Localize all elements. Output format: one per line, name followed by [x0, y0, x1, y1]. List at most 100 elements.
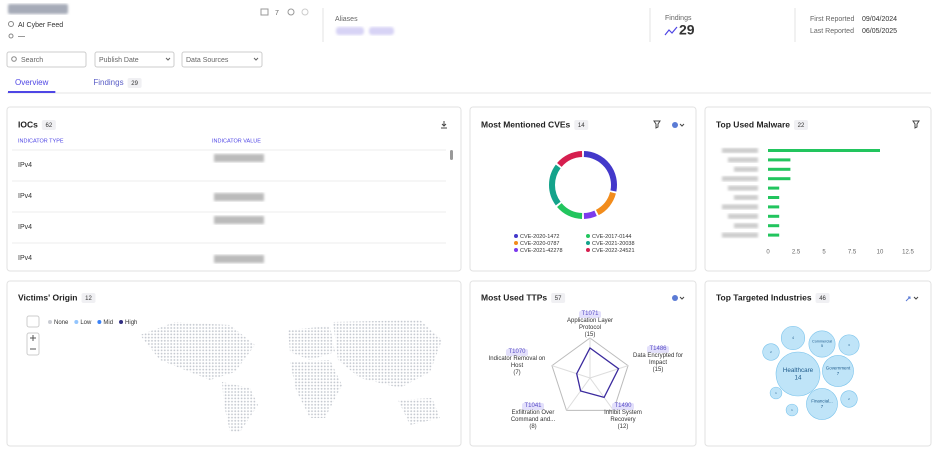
bar — [768, 214, 780, 218]
legend-label: High — [125, 320, 137, 326]
donut-segment — [583, 210, 597, 219]
map-landmass — [140, 322, 255, 380]
view-icon[interactable] — [672, 122, 678, 128]
first-reported-label: First Reported — [810, 16, 854, 23]
ttp-count: (7) — [513, 370, 521, 376]
tab[interactable]: Overview — [15, 78, 49, 87]
legend-label: CVE-2022-24521 — [592, 248, 635, 254]
publish-date-select[interactable] — [94, 51, 175, 68]
map-landmass — [288, 326, 335, 360]
download-icon[interactable] — [441, 121, 447, 129]
bubble-value: 5 — [821, 344, 823, 348]
ttp-id: T1070 — [506, 349, 528, 356]
filter-icon[interactable] — [653, 120, 661, 129]
legend-swatch — [514, 248, 518, 252]
panel-title: Victims' Origin — [18, 292, 78, 302]
bubble-value: 7 — [821, 404, 824, 409]
search-placeholder: Search — [21, 57, 43, 64]
bubble — [785, 403, 799, 417]
map-landmass — [398, 398, 440, 425]
location: — — [18, 33, 25, 40]
zoom-icons — [30, 335, 36, 350]
tab[interactable]: Findings — [93, 78, 123, 87]
data-sources-select[interactable] — [181, 51, 263, 68]
bubble — [806, 388, 838, 420]
dropdown-caret — [165, 57, 171, 61]
legend-swatch — [514, 234, 518, 238]
sort-icon[interactable] — [905, 296, 911, 302]
x-tick-label: 0 — [766, 250, 770, 256]
axis-label: T1490 Inhibit System Recovery (12) — [592, 403, 654, 431]
first-reported: 09/04/2024 — [862, 16, 897, 23]
legend-swatch — [514, 241, 518, 245]
bubble — [840, 390, 858, 408]
filter-icon[interactable] — [912, 120, 920, 129]
bubble-value: 7 — [837, 371, 840, 376]
bar — [768, 224, 780, 228]
ttp-id: T1041 — [522, 403, 544, 410]
icon[interactable] — [301, 8, 309, 16]
last-reported: 06/05/2025 — [862, 28, 897, 35]
ttp-id: T1486 — [647, 346, 669, 353]
count: 14 — [578, 123, 585, 129]
blurred-label — [722, 204, 758, 210]
bubble — [769, 386, 783, 400]
legend-swatch — [48, 320, 52, 324]
legend-swatch — [74, 320, 79, 324]
panel — [704, 280, 932, 447]
ttp-id: T1071 — [579, 311, 601, 318]
legend-swatch — [119, 320, 124, 324]
panel — [6, 106, 462, 272]
bubble-value: 2 — [848, 397, 850, 401]
map-landmass — [290, 360, 342, 418]
indicator-type: IPv4 — [18, 193, 32, 200]
count: 29 — [131, 81, 138, 87]
map-fit-button[interactable] — [26, 315, 40, 328]
ttp-name: Exfiltration Over Command and... — [510, 410, 556, 423]
bar — [768, 196, 780, 199]
count-badge — [127, 78, 142, 88]
indicator-type: IPv4 — [18, 162, 32, 169]
view-icon[interactable] — [672, 295, 678, 301]
count: 62 — [46, 123, 53, 129]
search-icon — [11, 56, 17, 62]
bubble-value: 3 — [848, 343, 850, 347]
dropdown-caret — [679, 123, 685, 127]
panel-title: Top Used Malware — [716, 119, 790, 129]
donut-segment — [549, 164, 561, 206]
bubble-label: Government — [826, 366, 851, 371]
bar — [768, 205, 780, 209]
legend-swatch — [586, 234, 590, 238]
search-box[interactable] — [6, 51, 87, 68]
findings-label: Findings — [665, 15, 692, 22]
legend-label: CVE-2020-1472 — [520, 234, 559, 240]
x-tick-label: 12.5 — [902, 250, 914, 256]
blurred-alias — [369, 27, 394, 35]
legend-label: None — [54, 320, 69, 326]
ttp-count: (12) — [617, 424, 629, 430]
blurred-label — [722, 176, 758, 182]
panel-title: Top Targeted Industries — [716, 292, 812, 302]
blurred-title — [8, 4, 68, 14]
x-tick-label: 5 — [822, 250, 826, 256]
publish-date: Publish Date — [99, 57, 139, 64]
bubble — [838, 334, 860, 356]
bubble — [762, 343, 780, 361]
ttp-id: T1490 — [612, 403, 634, 410]
bubble — [780, 325, 806, 351]
axis-label: T1041 Exfiltration Over Command and... (8) — [502, 403, 564, 431]
bubble-label: Healthcare — [783, 367, 814, 374]
bar — [768, 167, 791, 171]
icon[interactable] — [260, 8, 269, 16]
icon[interactable] — [287, 8, 295, 16]
dropdown-caret — [913, 296, 919, 300]
indicator-type: IPv4 — [18, 224, 32, 231]
legend-label: CVE-2020-0787 — [520, 241, 559, 247]
column-header: INDICATOR VALUE — [212, 138, 261, 144]
last-reported-label: Last Reported — [810, 28, 854, 35]
ttp-name: Inhibit System Recovery — [604, 410, 642, 423]
location-icon — [8, 33, 14, 39]
count-badge — [551, 293, 566, 303]
aliases-label: Aliases — [335, 16, 358, 23]
